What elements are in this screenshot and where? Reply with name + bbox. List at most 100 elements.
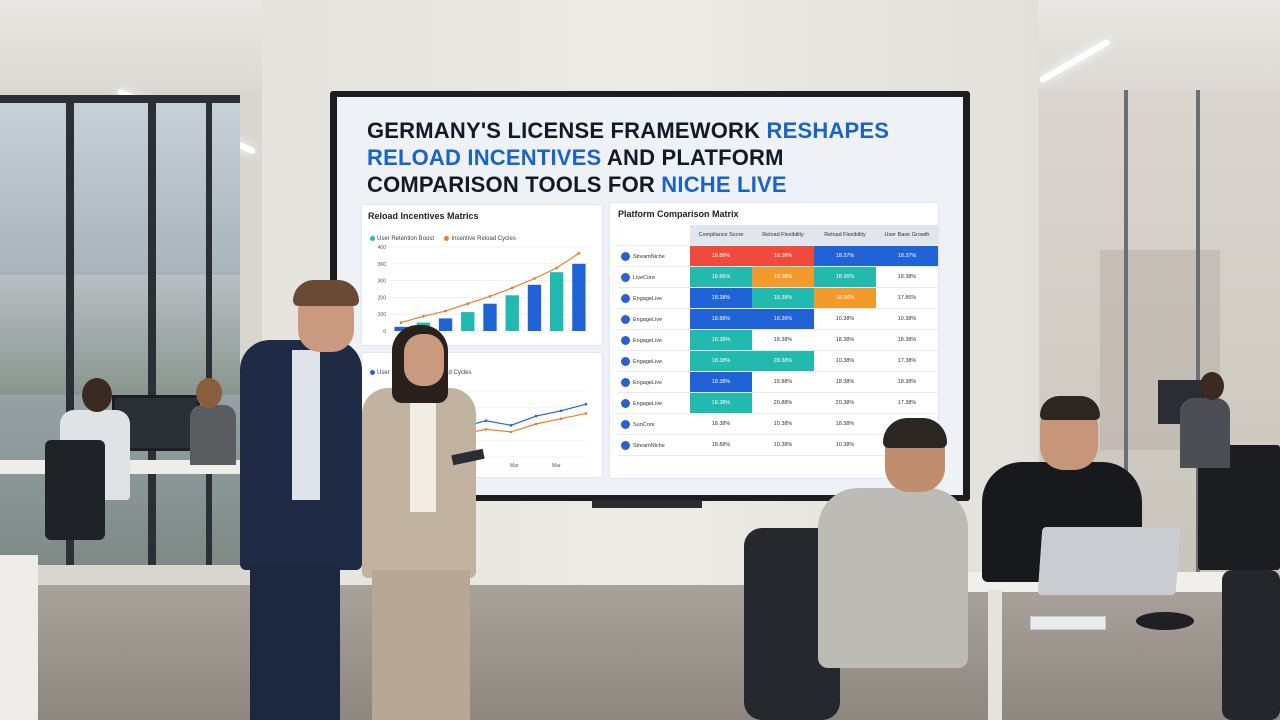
monitor	[112, 395, 200, 451]
table-cell: 18.38%	[752, 287, 814, 309]
line-point	[534, 422, 538, 426]
office-chair	[45, 440, 105, 540]
trousers	[250, 565, 340, 720]
platform-icon	[621, 293, 630, 303]
table-cell: 18.38%	[690, 392, 752, 414]
table-cell: 10.38%	[752, 413, 814, 435]
row-label: EngageLive	[618, 308, 690, 330]
background-worker-head	[196, 378, 222, 408]
headline-highlight: RESHAPES	[766, 118, 890, 143]
floor	[0, 585, 1280, 720]
background-worker-head	[1200, 372, 1224, 400]
bar	[505, 295, 519, 331]
platform-name: EngageLive	[633, 400, 663, 407]
y-tick-label: 360	[378, 262, 387, 268]
table-cell: 10.38%	[814, 434, 876, 456]
table-row: LiveCore 18.86% 18.38% 18.36% 18.38%	[618, 266, 938, 288]
office-chair	[1222, 570, 1280, 720]
platform-name: EngageLive	[633, 316, 663, 323]
table-row: EngageLive 18.38% 20.88% 20.38% 17.38%	[618, 392, 938, 414]
comparison-table: Compliance Score Reload Flexibility Reload…	[618, 225, 938, 456]
platform-name: StreamNiche	[633, 442, 665, 449]
table-cell: 18.38%	[814, 371, 876, 393]
bar	[527, 284, 542, 331]
platform-icon	[621, 419, 630, 429]
table-cell: 18.38%	[876, 266, 938, 288]
table-cell: 18.88%	[690, 308, 752, 330]
office-window	[0, 95, 240, 565]
line-point	[509, 424, 513, 427]
city-buildings	[0, 275, 240, 395]
x-tick-label: Mar	[510, 463, 519, 469]
table-cell: 20.38%	[814, 392, 876, 414]
column-header: Reload Flexibility	[752, 225, 814, 246]
matrix-title: Platform Comparison Matrix	[618, 209, 739, 219]
bar	[483, 303, 497, 331]
column-header: Compliance Score	[690, 225, 752, 246]
man-hair	[293, 280, 359, 306]
platform-icon	[621, 272, 630, 282]
x-tick-label: Mar	[552, 463, 561, 469]
platform-name: SunCore	[633, 421, 655, 428]
table-cell: 18.38%	[690, 329, 752, 351]
table-cell: 10.38%	[752, 434, 814, 456]
table-cell: 18.38%	[876, 371, 938, 393]
headline-text: COMPARISON TOOLS FOR	[367, 172, 662, 197]
line-point	[555, 266, 559, 270]
table-row: EngageLive 18.38% 28.38% 10.38% 17.38%	[618, 350, 938, 372]
y-tick-label: 200	[378, 295, 387, 301]
table-cell: 17.86%	[876, 287, 938, 309]
table-cell: 18.37%	[814, 245, 876, 267]
y-tick-label: 100	[378, 312, 387, 318]
line-point	[484, 427, 488, 431]
trousers	[372, 570, 470, 720]
table-cell: 18.38%	[876, 329, 938, 351]
table-cell: 18.36%	[814, 287, 876, 309]
table-cell: 18.37%	[876, 245, 938, 267]
chart-legend: User Retention Boost Incentive Reload Cy…	[370, 227, 516, 245]
legend-label: Incentive Reload Cycles	[451, 236, 516, 242]
platform-icon	[621, 251, 630, 261]
chart-panel: Reload Incentives Matrics User Retention…	[361, 204, 603, 346]
seated-man-hair	[883, 418, 947, 448]
table-cell: 18.38%	[814, 413, 876, 435]
table-row: EngageLive 18.38% 18.38% 18.36% 17.86%	[618, 287, 938, 309]
table-cell: 18.38%	[690, 287, 752, 309]
platform-name: StreamNiche	[633, 253, 665, 260]
table-cell: 17.38%	[876, 350, 938, 372]
column-header: Reload Flexibility	[814, 225, 876, 246]
table-cell: 18.38%	[690, 371, 752, 393]
line-point	[509, 430, 513, 434]
column-header: User Base Growth	[876, 225, 938, 246]
desk-edge	[0, 555, 38, 720]
line-point	[584, 402, 588, 406]
y-tick-label: 400	[378, 245, 387, 251]
legend-label: User Retention Boost	[377, 236, 435, 242]
line-point	[466, 302, 470, 306]
line-point	[559, 409, 563, 413]
bar	[394, 326, 408, 331]
table-cell: 28.38%	[752, 350, 814, 372]
notebook	[1030, 616, 1106, 630]
bar	[461, 312, 475, 331]
background-worker	[190, 405, 236, 465]
display-mount	[592, 500, 702, 508]
line-point	[510, 286, 514, 290]
line-point	[484, 419, 488, 422]
table-cell: 18.88%	[752, 371, 814, 393]
bar	[572, 263, 586, 331]
table-cell: 17.38%	[876, 392, 938, 414]
row-label: LiveCore	[618, 266, 690, 288]
y-tick-label: 300	[378, 279, 387, 285]
platform-icon	[621, 356, 630, 366]
table-row: StreamNiche 18.88% 18.38% 18.37% 18.37%	[618, 245, 938, 267]
table-cell: 18.38%	[752, 245, 814, 267]
line-point	[421, 314, 425, 318]
platform-name: EngageLive	[633, 337, 663, 344]
chart-title: Reload Incentives Matrics	[368, 211, 479, 221]
bar	[438, 318, 453, 331]
blouse	[410, 392, 436, 512]
seated-man-hair	[1040, 396, 1100, 420]
row-label: StreamNiche	[618, 434, 690, 456]
platform-icon	[621, 335, 630, 345]
